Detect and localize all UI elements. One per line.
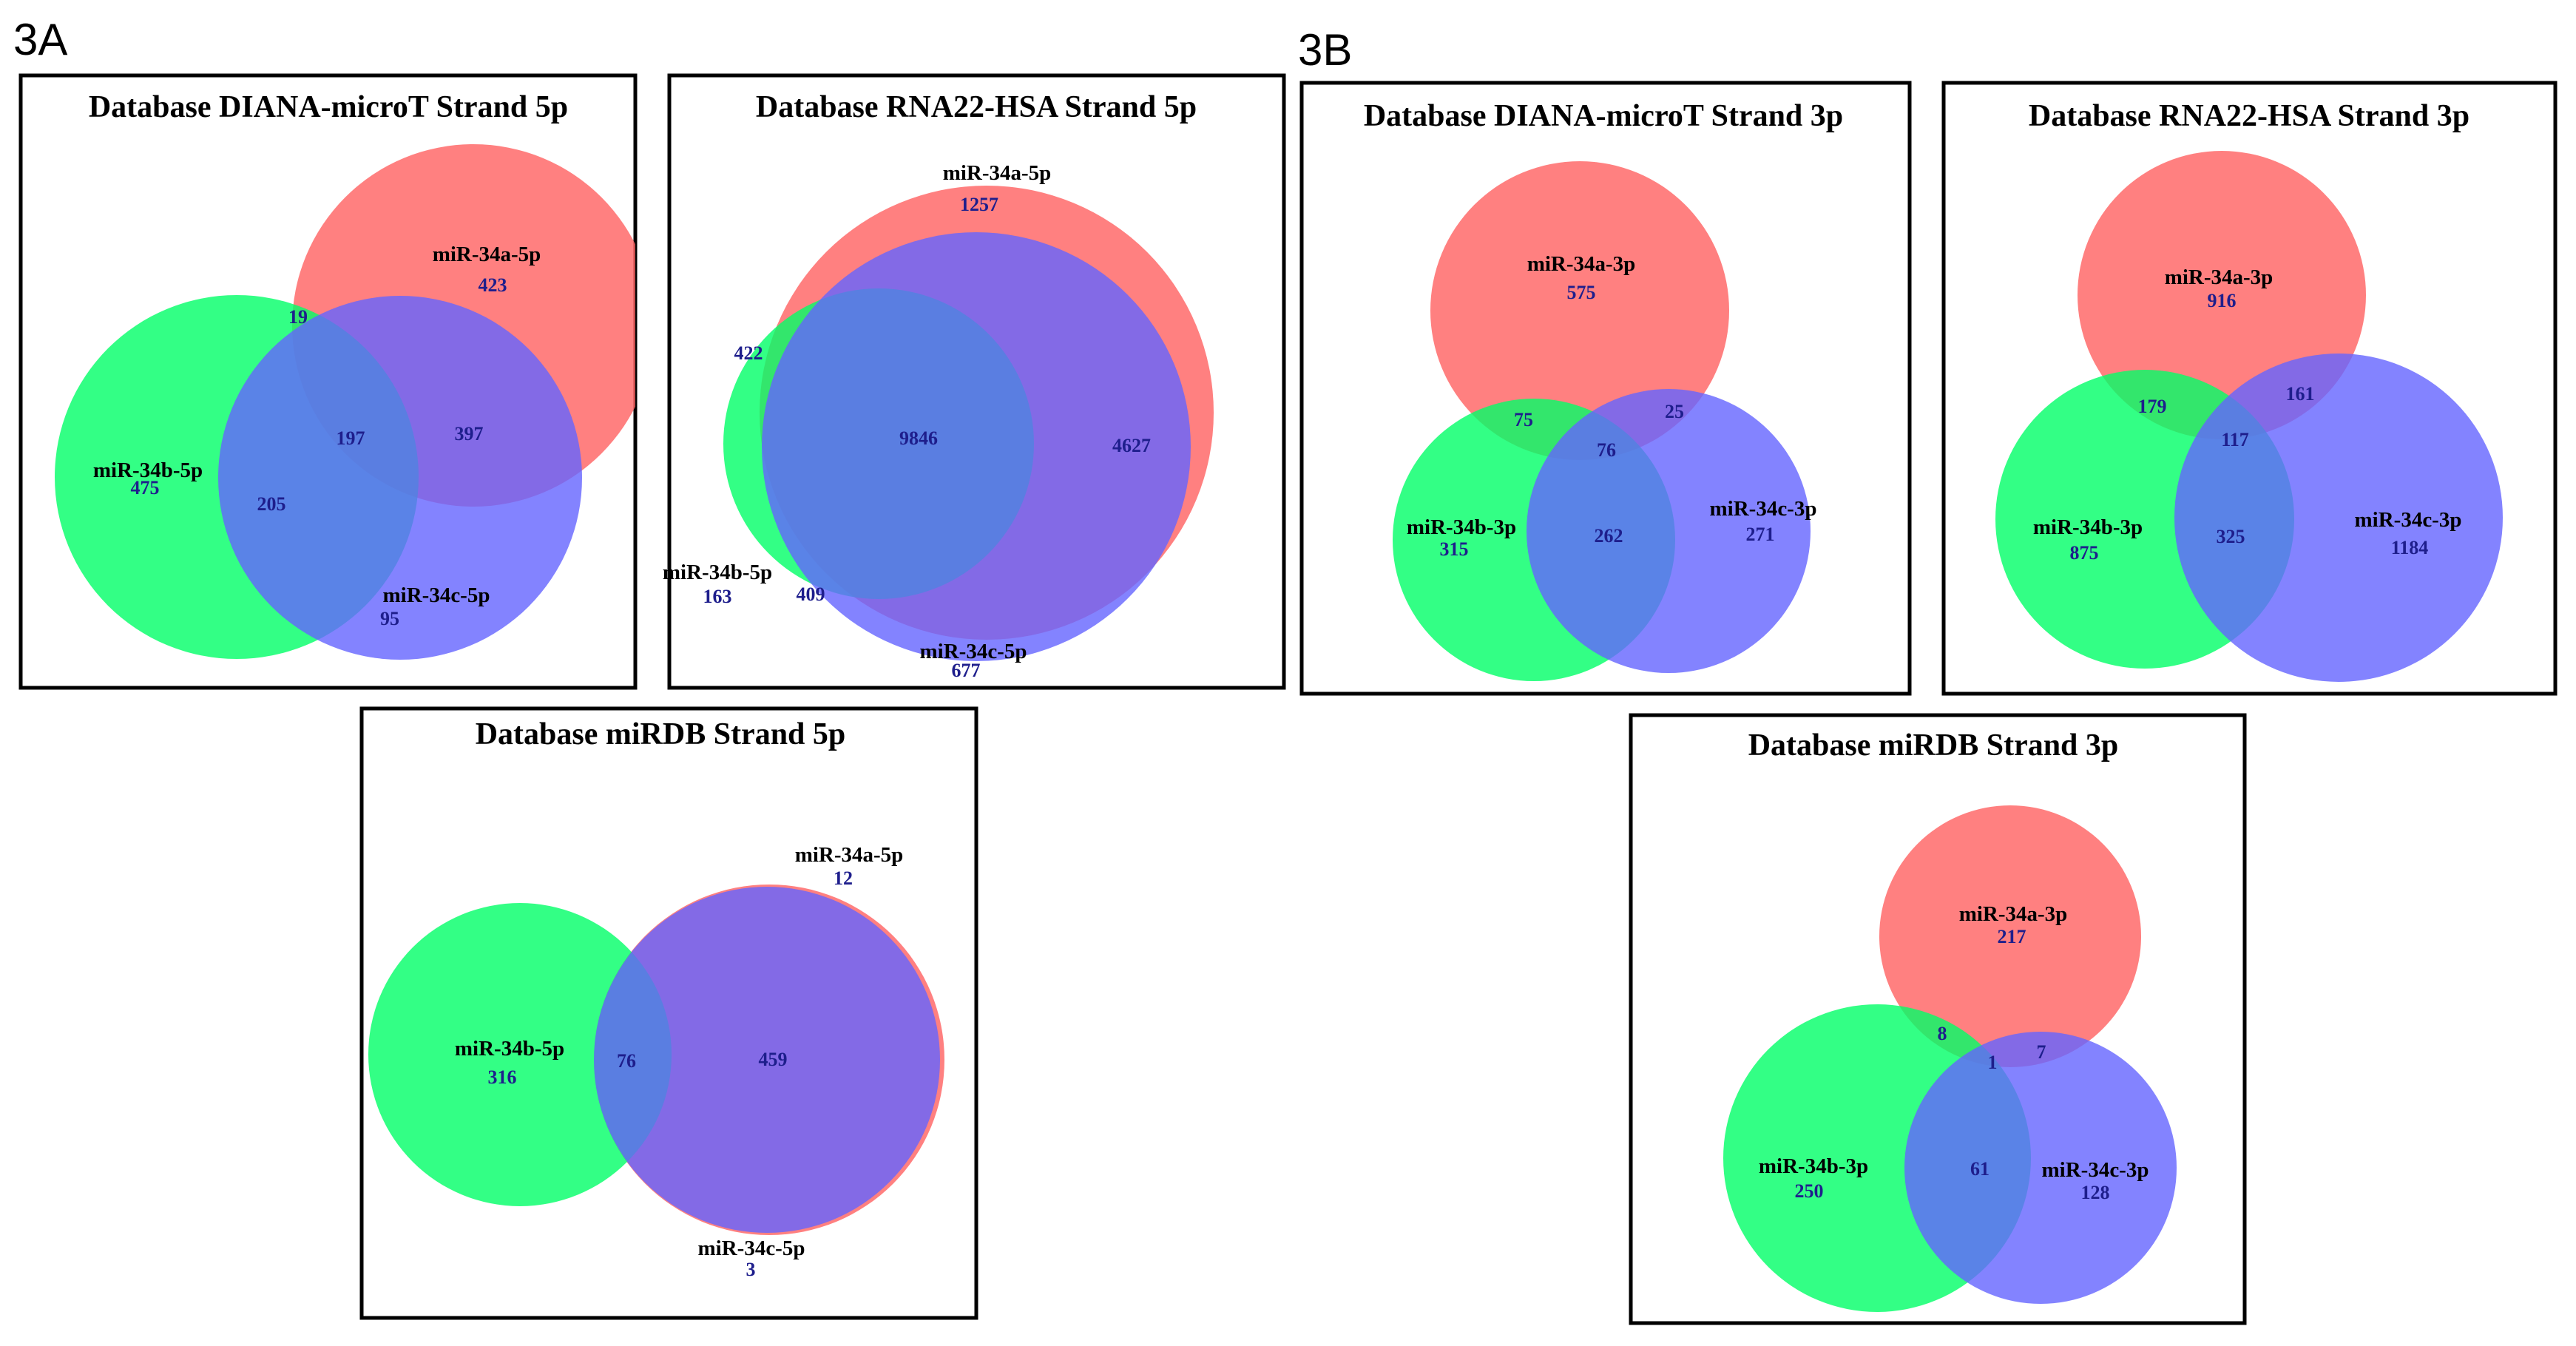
count-b-only: 315: [1440, 538, 1469, 560]
venn-rna22-3p: Database RNA22-HSA Strand 3p miR-34a-3p …: [1941, 81, 2558, 696]
panel-label-3b: 3B: [1298, 25, 1352, 75]
label-mir-34c-3p: miR-34c-3p: [2355, 508, 2462, 532]
label-mir-34c-3p: miR-34c-3p: [1710, 497, 1817, 521]
panel-frame: [1629, 713, 2247, 1325]
diagram-title: Database DIANA-microT Strand 5p: [89, 90, 568, 124]
panel-frame: [1299, 81, 1912, 696]
count-abc: 76: [1597, 439, 1616, 461]
label-mir-34a-5p: miR-34a-5p: [433, 243, 541, 266]
count-bc: 409: [797, 584, 825, 605]
count-c-only: 3: [746, 1259, 756, 1280]
panel-label-3a: 3A: [13, 15, 67, 64]
label-mir-34c-5p: miR-34c-5p: [920, 640, 1027, 663]
count-ac: 459: [759, 1049, 788, 1070]
count-abc: 9846: [899, 427, 938, 449]
count-ab: 179: [2138, 396, 2167, 417]
label-mir-34c-3p: miR-34c-3p: [2042, 1158, 2149, 1182]
count-c-only: 677: [952, 660, 981, 681]
venn-mirdb-5p: Database miRDB Strand 5p miR-34a-5p 12 m…: [359, 706, 978, 1320]
count-c-only: 95: [380, 608, 399, 629]
diagram-title: Database miRDB Strand 3p: [1748, 728, 2119, 762]
count-a-only: 217: [1998, 926, 2026, 947]
count-c-only: 128: [2081, 1182, 2110, 1203]
count-a-only: 423: [479, 274, 507, 296]
venn-diana-3p: Database DIANA-microT Strand 3p miR-34a-…: [1299, 81, 1912, 696]
count-abc: 1: [1988, 1052, 1998, 1073]
count-abc: 117: [2221, 429, 2249, 450]
label-mir-34a-5p: miR-34a-5p: [795, 843, 904, 867]
count-bc: 325: [2217, 526, 2245, 547]
count-ab: 75: [1514, 409, 1533, 430]
count-ac: 397: [455, 423, 484, 444]
count-c-only: 1184: [2391, 537, 2429, 558]
diagram-title: Database DIANA-microT Strand 3p: [1364, 99, 1843, 133]
count-a-only: 1257: [960, 194, 998, 215]
label-mir-34b-3p: miR-34b-3p: [2033, 515, 2143, 539]
count-a-only: 916: [2208, 290, 2237, 311]
label-mir-34a-3p: miR-34a-3p: [2165, 266, 2274, 289]
circle-mir-34a-3p: [1430, 161, 1729, 460]
count-bc: 205: [257, 493, 286, 515]
diagram-title: Database RNA22-HSA Strand 5p: [756, 90, 1197, 124]
panel-frame: [1941, 81, 2558, 696]
label-mir-34b-3p: miR-34b-3p: [1759, 1154, 1868, 1178]
circle-mir-34c-5p: [762, 232, 1191, 661]
venn-mirdb-3p: Database miRDB Strand 3p miR-34a-3p 217 …: [1629, 713, 2247, 1325]
label-mir-34b-3p: miR-34b-3p: [1407, 515, 1516, 539]
circle-mir-34a-3p: [1879, 805, 2141, 1067]
diagram-title: Database RNA22-HSA Strand 3p: [2029, 99, 2469, 133]
label-mir-34a-3p: miR-34a-3p: [1527, 252, 1636, 276]
label-mir-34a-3p: miR-34a-3p: [1959, 902, 2068, 926]
label-mir-34b-5p: miR-34b-5p: [93, 459, 203, 482]
venn-diana-5p: Database DIANA-microT Strand 5p miR-34a-…: [18, 73, 638, 690]
count-ac: 25: [1665, 401, 1684, 422]
count-b-only: 475: [131, 477, 160, 498]
count-bc: 262: [1595, 525, 1623, 547]
count-ac: 161: [2286, 383, 2315, 405]
count-ab: 422: [734, 342, 763, 364]
label-mir-34c-5p: miR-34c-5p: [383, 584, 490, 607]
count-bc: 61: [1970, 1158, 1990, 1180]
count-ab: 19: [288, 306, 308, 328]
diagram-title: Database miRDB Strand 5p: [476, 717, 846, 751]
count-a-only: 575: [1567, 282, 1596, 303]
count-b-only: 163: [703, 586, 732, 607]
circle-mir-34c-5p: [218, 296, 582, 660]
circle-mir-34c-3p: [2174, 354, 2503, 682]
panel-frame: [667, 73, 1286, 690]
count-bc: 76: [617, 1050, 636, 1072]
count-ab: 8: [1938, 1023, 1947, 1044]
count-ac: 4627: [1112, 435, 1151, 456]
count-c-only: 271: [1746, 524, 1775, 545]
count-b-only: 875: [2070, 542, 2099, 564]
circle-mir-34b-5p: [368, 903, 672, 1206]
label-mir-34b-5p: miR-34b-5p: [455, 1037, 564, 1061]
panel-frame: [359, 706, 978, 1320]
circle-mir-34c-3p: [1527, 389, 1811, 673]
label-mir-34b-5p: miR-34b-5p: [663, 561, 772, 584]
count-abc: 197: [337, 427, 365, 449]
circle-mir-34c-3p: [1904, 1032, 2177, 1304]
count-b-only: 316: [488, 1066, 517, 1088]
count-ac: 7: [2037, 1041, 2046, 1063]
circle-mir-34c-5p: [594, 887, 940, 1233]
count-a-only: 12: [834, 868, 853, 889]
venn-rna22-5p: Database RNA22-HSA Strand 5p miR-34a-5p …: [663, 73, 1286, 690]
label-mir-34a-5p: miR-34a-5p: [943, 161, 1052, 185]
count-b-only: 250: [1795, 1180, 1824, 1202]
label-mir-34c-5p: miR-34c-5p: [698, 1237, 805, 1260]
